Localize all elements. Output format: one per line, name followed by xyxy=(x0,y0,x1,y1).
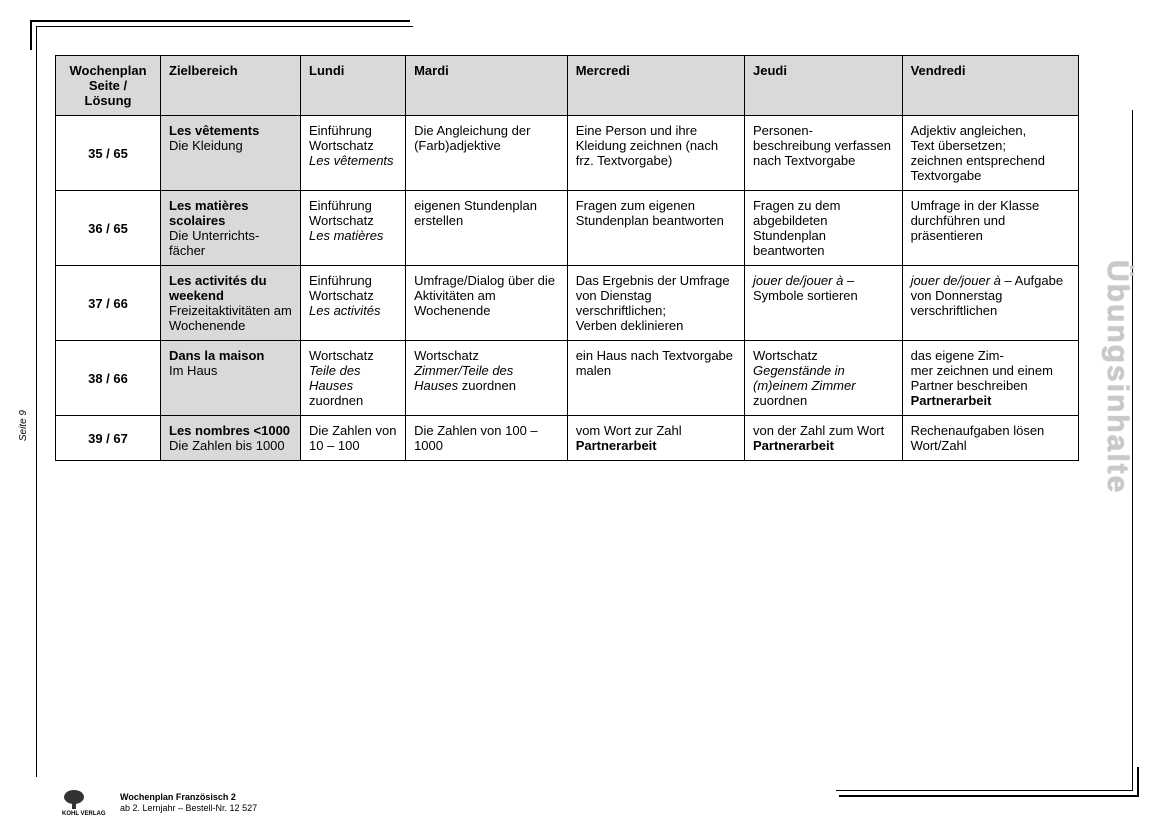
cell-jeudi: Personen-beschreibung verfassen nach Tex… xyxy=(744,116,902,191)
header-mardi: Mardi xyxy=(406,56,568,116)
content-area: Wochenplan Seite / Lösung Zielbereich Lu… xyxy=(55,55,1079,772)
page-number: Seite 9 xyxy=(18,410,29,441)
footer-subtitle: ab 2. Lernjahr – Bestell-Nr. 12 527 xyxy=(120,803,257,814)
cell-vendredi: Umfrage in der Klasse durchführen und pr… xyxy=(902,191,1078,266)
cell-mardi: Die Angleichung der (Farb)adjektive xyxy=(406,116,568,191)
table-row: 39 / 67Les nombres <1000Die Zahlen bis 1… xyxy=(56,416,1079,461)
cell-ziel: Les activités du weekendFreizeitaktivitä… xyxy=(161,266,301,341)
cell-lundi: Einführung WortschatzLes vêtements xyxy=(301,116,406,191)
cell-jeudi: WortschatzGegenstände in (m)einem Zimmer… xyxy=(744,341,902,416)
cell-mercredi: Das Ergebnis der Umfrage von Dienstag ve… xyxy=(567,266,744,341)
cell-jeudi: Fragen zu dem abgebildeten Stundenplan b… xyxy=(744,191,902,266)
cell-ziel: Les nombres <1000Die Zahlen bis 1000 xyxy=(161,416,301,461)
cell-page: 37 / 66 xyxy=(56,266,161,341)
cell-mardi: WortschatzZimmer/Teile des Hauses zuordn… xyxy=(406,341,568,416)
cell-page: 39 / 67 xyxy=(56,416,161,461)
table-header-row: Wochenplan Seite / Lösung Zielbereich Lu… xyxy=(56,56,1079,116)
cell-vendredi: das eigene Zim-mer zeichnen und einem Pa… xyxy=(902,341,1078,416)
footer-text: Wochenplan Französisch 2 ab 2. Lernjahr … xyxy=(120,792,257,814)
cell-jeudi: von der Zahl zum WortPartnerarbeit xyxy=(744,416,902,461)
footer-title: Wochenplan Französisch 2 xyxy=(120,792,257,803)
header-zielbereich: Zielbereich xyxy=(161,56,301,116)
table-row: 37 / 66Les activités du weekendFreizeita… xyxy=(56,266,1079,341)
table-row: 36 / 65Les matières scolairesDie Unterri… xyxy=(56,191,1079,266)
cell-ziel: Les matières scolairesDie Unterrichts-fä… xyxy=(161,191,301,266)
cell-mercredi: Eine Person und ihre Kleidung zeichnen (… xyxy=(567,116,744,191)
side-title: Übungsinhalte xyxy=(1100,260,1134,494)
cell-mercredi: ein Haus nach Textvorgabe malen xyxy=(567,341,744,416)
header-vendredi: Vendredi xyxy=(902,56,1078,116)
cell-mercredi: Fragen zum eigenen Stundenplan beantwort… xyxy=(567,191,744,266)
corner-decoration-tl xyxy=(30,20,410,50)
table-body: 35 / 65Les vêtementsDie KleidungEinführu… xyxy=(56,116,1079,461)
publisher-logo: KOHL VERLAG xyxy=(60,789,110,817)
header-jeudi: Jeudi xyxy=(744,56,902,116)
cell-mardi: Die Zahlen von 100 – 1000 xyxy=(406,416,568,461)
cell-vendredi: jouer de/jouer à – Aufgabe von Donnersta… xyxy=(902,266,1078,341)
cell-page: 38 / 66 xyxy=(56,341,161,416)
table-row: 35 / 65Les vêtementsDie KleidungEinführu… xyxy=(56,116,1079,191)
header-lundi: Lundi xyxy=(301,56,406,116)
header-mercredi: Mercredi xyxy=(567,56,744,116)
cell-page: 35 / 65 xyxy=(56,116,161,191)
cell-lundi: Einführung WortschatzLes matières xyxy=(301,191,406,266)
logo-text: KOHL VERLAG xyxy=(62,811,106,817)
cell-vendredi: Adjektiv angleichen,Text übersetzen;zeic… xyxy=(902,116,1078,191)
cell-ziel: Dans la maisonIm Haus xyxy=(161,341,301,416)
cell-lundi: Einführung WortschatzLes activités xyxy=(301,266,406,341)
wochenplan-table: Wochenplan Seite / Lösung Zielbereich Lu… xyxy=(55,55,1079,461)
cell-page: 36 / 65 xyxy=(56,191,161,266)
cell-vendredi: Rechenaufgaben lösenWort/Zahl xyxy=(902,416,1078,461)
cell-lundi: Die Zahlen von 10 – 100 xyxy=(301,416,406,461)
cell-mercredi: vom Wort zur ZahlPartnerarbeit xyxy=(567,416,744,461)
footer: KOHL VERLAG Wochenplan Französisch 2 ab … xyxy=(60,789,257,817)
header-wochenplan: Wochenplan Seite / Lösung xyxy=(56,56,161,116)
cell-ziel: Les vêtementsDie Kleidung xyxy=(161,116,301,191)
cell-mardi: Umfrage/Dialog über die Aktivitäten am W… xyxy=(406,266,568,341)
table-row: 38 / 66Dans la maisonIm HausWortschatzTe… xyxy=(56,341,1079,416)
cell-jeudi: jouer de/jouer à – Symbole sortieren xyxy=(744,266,902,341)
cell-lundi: WortschatzTeile des Hauses zuordnen xyxy=(301,341,406,416)
cell-mardi: eigenen Stundenplan erstellen xyxy=(406,191,568,266)
